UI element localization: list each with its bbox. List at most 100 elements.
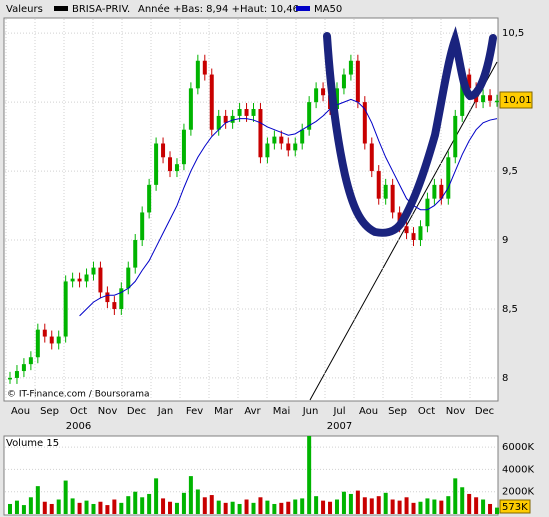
volume-bar <box>209 495 214 514</box>
candle <box>279 136 284 144</box>
volume-bar <box>223 502 228 514</box>
candle <box>28 357 33 365</box>
x-tick-label: Oct <box>70 406 87 417</box>
candle <box>174 164 179 172</box>
candle <box>195 60 200 89</box>
candle <box>105 292 110 303</box>
volume-bar <box>8 503 12 514</box>
candle <box>495 100 499 103</box>
candle <box>8 377 12 380</box>
candle <box>362 102 367 144</box>
trend-line <box>309 61 498 401</box>
volume-bar <box>154 478 159 514</box>
volume-bar <box>279 502 284 514</box>
candle <box>119 288 124 309</box>
volume-bar <box>265 500 270 514</box>
candle <box>84 274 89 282</box>
volume-bar <box>467 493 472 514</box>
candle <box>188 88 193 130</box>
volume-bar <box>397 500 402 514</box>
candle <box>98 267 103 293</box>
volume-bar <box>453 478 458 514</box>
candle <box>314 88 319 103</box>
volume-bar <box>293 499 298 514</box>
volume-bar <box>390 499 395 514</box>
volume-bar <box>70 498 75 514</box>
x-tick-label: Jul <box>332 406 345 417</box>
x-tick-label: Fev <box>186 406 203 417</box>
volume-bar <box>272 503 277 514</box>
candle <box>390 184 395 213</box>
candle <box>293 143 298 151</box>
candle <box>376 171 381 199</box>
volume-bar <box>35 486 40 514</box>
candle <box>133 240 138 268</box>
volume-bar <box>446 496 451 514</box>
volume-bar <box>42 501 47 514</box>
volume-bar <box>341 491 346 514</box>
volume-bar <box>21 505 26 514</box>
volume-bar <box>202 497 207 514</box>
candle <box>140 212 145 241</box>
volume-bar <box>418 501 423 514</box>
candle <box>63 281 68 337</box>
candle <box>307 102 312 130</box>
legend-swatch <box>54 6 68 11</box>
candle <box>467 74 472 89</box>
volume-bar <box>147 493 152 514</box>
candle <box>216 115 221 130</box>
volume-bar <box>495 507 499 514</box>
volume-bar <box>307 436 312 514</box>
volume-bar <box>174 502 179 514</box>
candle <box>49 336 54 344</box>
volume-bar <box>28 497 33 514</box>
volume-bar <box>314 496 319 514</box>
candle <box>181 129 186 165</box>
candle <box>147 184 152 213</box>
volume-tick-label: 4000K <box>502 464 534 475</box>
header-range: Année +Bas: 8,94 +Haut: 10,46 <box>138 3 299 15</box>
candle <box>383 184 388 199</box>
volume-marker: 573K <box>502 502 528 513</box>
y-tick-label: 8 <box>502 373 508 384</box>
y-tick-label: 10,5 <box>502 28 524 39</box>
volume-bar <box>230 501 235 514</box>
candle <box>168 157 173 172</box>
price-marker-box <box>499 91 533 109</box>
candle <box>488 95 493 101</box>
candle <box>91 267 96 275</box>
volume-bar <box>425 498 430 514</box>
volume-bar <box>251 502 256 514</box>
year-label: 2006 <box>66 421 91 432</box>
volume-bar <box>195 489 200 514</box>
x-tick-label: Jan <box>157 406 173 417</box>
candle <box>251 109 256 116</box>
candle <box>348 60 353 75</box>
candle <box>418 226 423 241</box>
candle <box>321 88 326 96</box>
volume-bar <box>362 497 367 514</box>
candle <box>209 74 214 130</box>
y-tick-label: 8,5 <box>502 304 518 315</box>
volume-bar <box>77 502 82 514</box>
volume-bar <box>376 496 381 514</box>
candle <box>265 143 270 158</box>
x-tick-label: Mar <box>214 406 234 417</box>
candle <box>230 115 235 123</box>
volume-bar <box>355 490 360 514</box>
volume-bar <box>460 487 465 514</box>
candle <box>21 364 26 372</box>
candle <box>439 184 444 199</box>
volume-bar <box>348 493 353 514</box>
volume-bar <box>432 499 437 514</box>
candle <box>411 233 416 241</box>
volume-bar <box>140 497 145 514</box>
x-tick-label: Dec <box>127 406 146 417</box>
volume-bar <box>91 503 96 514</box>
volume-bar <box>369 498 374 514</box>
candle <box>300 129 305 144</box>
candle <box>161 143 166 158</box>
volume-bar <box>321 500 326 514</box>
candle <box>425 198 430 227</box>
candle <box>244 109 249 116</box>
